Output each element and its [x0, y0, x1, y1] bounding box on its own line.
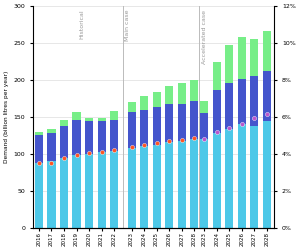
Bar [98, 121, 106, 152]
Bar [35, 132, 43, 135]
Bar [225, 83, 233, 129]
Bar [140, 96, 148, 110]
Bar [165, 142, 173, 228]
Bar [190, 80, 198, 101]
Text: Accelerated case: Accelerated case [202, 10, 207, 64]
Bar [47, 129, 56, 133]
Bar [140, 110, 148, 146]
Text: Historical: Historical [79, 10, 84, 40]
Bar [35, 163, 43, 228]
Bar [128, 148, 136, 228]
Bar [190, 101, 198, 139]
Bar [200, 101, 208, 113]
Text: Main case: Main case [125, 10, 130, 41]
Bar [200, 139, 208, 228]
Bar [225, 44, 233, 83]
Y-axis label: Demand (billion litres per year): Demand (billion litres per year) [4, 71, 9, 163]
Bar [238, 124, 246, 228]
Bar [213, 133, 221, 228]
Bar [238, 78, 246, 124]
Bar [128, 112, 136, 148]
Bar [250, 76, 258, 126]
Bar [110, 120, 118, 151]
Bar [238, 37, 246, 78]
Bar [200, 113, 208, 139]
Bar [47, 133, 56, 161]
Bar [85, 118, 93, 121]
Bar [73, 120, 81, 155]
Bar [178, 104, 186, 141]
Bar [85, 121, 93, 154]
Bar [128, 102, 136, 113]
Bar [110, 111, 118, 120]
Bar [98, 118, 106, 121]
Bar [153, 106, 161, 145]
Bar [73, 112, 81, 120]
Bar [60, 158, 68, 228]
Bar [263, 121, 271, 228]
Bar [35, 135, 43, 163]
Bar [250, 39, 258, 76]
Bar [250, 126, 258, 228]
Bar [178, 140, 186, 228]
Bar [263, 71, 271, 121]
Bar [263, 31, 271, 71]
Bar [85, 154, 93, 228]
Bar [153, 92, 161, 106]
Bar [140, 146, 148, 228]
Bar [153, 145, 161, 228]
Bar [60, 120, 68, 126]
Bar [213, 62, 221, 90]
Bar [165, 104, 173, 142]
Bar [60, 126, 68, 158]
Bar [178, 83, 186, 104]
Bar [225, 129, 233, 228]
Bar [213, 90, 221, 133]
Bar [98, 152, 106, 228]
Bar [73, 155, 81, 228]
Bar [165, 86, 173, 104]
Bar [110, 151, 118, 228]
Bar [190, 139, 198, 228]
Bar [47, 161, 56, 228]
